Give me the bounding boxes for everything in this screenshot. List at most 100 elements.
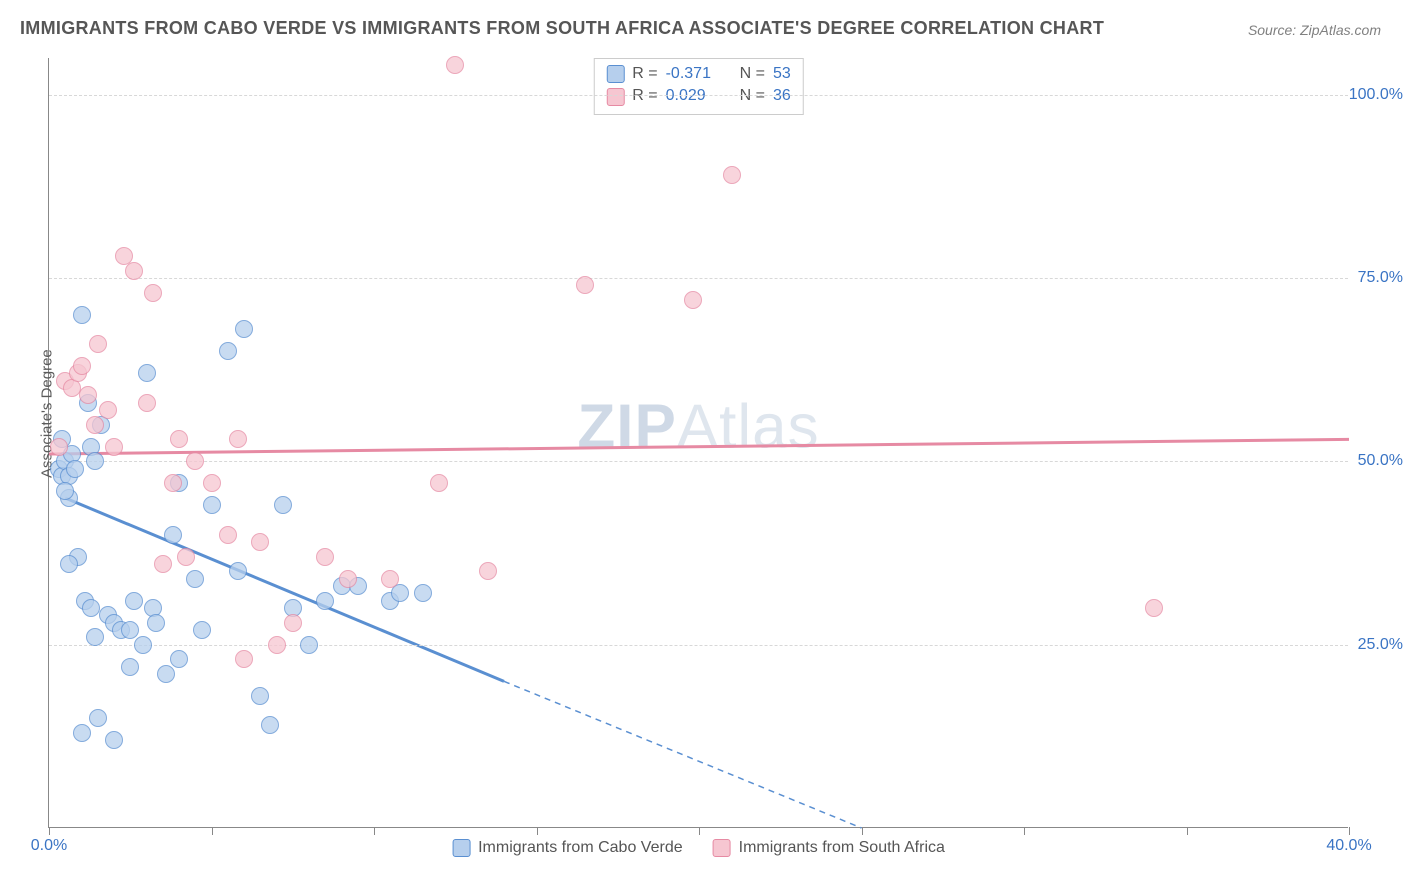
source-attribution: Source: ZipAtlas.com [1248, 22, 1381, 38]
trend-line [65, 498, 504, 681]
scatter-point [144, 284, 162, 302]
scatter-point [164, 526, 182, 544]
chart-container: { "title": "IMMIGRANTS FROM CABO VERDE V… [0, 0, 1406, 892]
scatter-point [316, 592, 334, 610]
watermark: ZIPAtlas [577, 392, 819, 463]
scatter-point [251, 533, 269, 551]
chart-title: IMMIGRANTS FROM CABO VERDE VS IMMIGRANTS… [20, 18, 1104, 39]
scatter-point [125, 592, 143, 610]
scatter-point [391, 584, 409, 602]
scatter-point [86, 416, 104, 434]
scatter-point [479, 562, 497, 580]
legend-entry-1: Immigrants from South Africa [713, 839, 945, 857]
scatter-point [1145, 599, 1163, 617]
swatch-series-0 [606, 65, 624, 83]
scatter-point [56, 482, 74, 500]
scatter-point [219, 526, 237, 544]
r-label: R = [632, 63, 657, 85]
scatter-point [105, 731, 123, 749]
x-tick-label: 0.0% [31, 837, 67, 855]
gridline [49, 278, 1348, 279]
x-tick-mark [537, 827, 538, 835]
scatter-point [261, 716, 279, 734]
y-tick-label: 100.0% [1349, 86, 1403, 104]
y-tick-label: 25.0% [1358, 636, 1403, 654]
scatter-point [229, 562, 247, 580]
scatter-point [203, 474, 221, 492]
n-value-1: 36 [773, 85, 791, 107]
scatter-point [235, 320, 253, 338]
scatter-point [300, 636, 318, 654]
x-tick-mark [212, 827, 213, 835]
scatter-point [284, 614, 302, 632]
scatter-point [274, 496, 292, 514]
scatter-point [154, 555, 172, 573]
x-tick-mark [1024, 827, 1025, 835]
legend-entry-0: Immigrants from Cabo Verde [452, 839, 683, 857]
scatter-point [576, 276, 594, 294]
scatter-point [99, 401, 117, 419]
x-tick-mark [1187, 827, 1188, 835]
scatter-point [134, 636, 152, 654]
scatter-point [147, 614, 165, 632]
x-tick-mark [374, 827, 375, 835]
scatter-point [125, 262, 143, 280]
n-label: N = [740, 85, 765, 107]
swatch-series-1 [606, 88, 624, 106]
legend-row-series-1: R = 0.029 N = 36 [606, 85, 790, 107]
scatter-point [430, 474, 448, 492]
scatter-point [235, 650, 253, 668]
trend-line-extrapolated [504, 681, 862, 828]
r-label: R = [632, 85, 657, 107]
gridline [49, 461, 1348, 462]
scatter-point [73, 306, 91, 324]
n-value-0: 53 [773, 63, 791, 85]
scatter-point [203, 496, 221, 514]
n-label: N = [740, 63, 765, 85]
x-tick-mark [1349, 827, 1350, 835]
scatter-point [251, 687, 269, 705]
scatter-point [446, 56, 464, 74]
scatter-point [684, 291, 702, 309]
scatter-point [268, 636, 286, 654]
scatter-point [170, 650, 188, 668]
plot-area: Associate's Degree ZIPAtlas R = -0.371 N… [48, 58, 1348, 828]
scatter-point [414, 584, 432, 602]
scatter-point [219, 342, 237, 360]
scatter-point [316, 548, 334, 566]
scatter-point [381, 570, 399, 588]
correlation-legend: R = -0.371 N = 53 R = 0.029 N = 36 [593, 58, 803, 115]
scatter-point [138, 364, 156, 382]
scatter-point [157, 665, 175, 683]
scatter-point [177, 548, 195, 566]
legend-label-0: Immigrants from Cabo Verde [478, 839, 683, 857]
scatter-point [339, 570, 357, 588]
scatter-point [89, 709, 107, 727]
legend-label-1: Immigrants from South Africa [739, 839, 945, 857]
scatter-point [86, 628, 104, 646]
scatter-point [138, 394, 156, 412]
legend-row-series-0: R = -0.371 N = 53 [606, 63, 790, 85]
x-tick-mark [699, 827, 700, 835]
scatter-point [723, 166, 741, 184]
scatter-point [170, 430, 188, 448]
scatter-point [164, 474, 182, 492]
scatter-point [86, 452, 104, 470]
scatter-point [193, 621, 211, 639]
gridline [49, 95, 1348, 96]
scatter-point [121, 658, 139, 676]
scatter-point [66, 460, 84, 478]
scatter-point [89, 335, 107, 353]
scatter-point [186, 452, 204, 470]
r-value-1: 0.029 [666, 85, 726, 107]
swatch-series-0-bottom [452, 839, 470, 857]
gridline [49, 645, 1348, 646]
x-tick-mark [49, 827, 50, 835]
scatter-point [73, 357, 91, 375]
y-tick-label: 50.0% [1358, 452, 1403, 470]
scatter-point [50, 438, 68, 456]
scatter-point [186, 570, 204, 588]
scatter-point [105, 438, 123, 456]
bottom-legend: Immigrants from Cabo Verde Immigrants fr… [452, 839, 945, 857]
scatter-point [79, 386, 97, 404]
